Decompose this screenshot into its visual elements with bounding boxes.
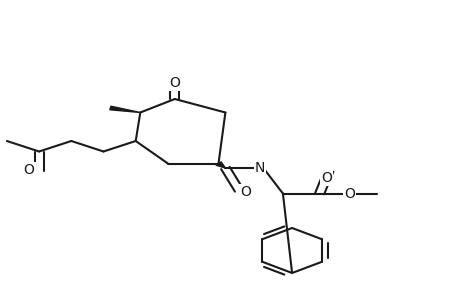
Text: O: O bbox=[23, 164, 34, 177]
Polygon shape bbox=[110, 106, 140, 112]
Text: O: O bbox=[320, 171, 331, 184]
Text: O: O bbox=[343, 187, 354, 200]
Polygon shape bbox=[215, 162, 225, 168]
Text: N: N bbox=[254, 161, 264, 175]
Text: O: O bbox=[169, 76, 180, 90]
Text: O: O bbox=[240, 185, 251, 199]
